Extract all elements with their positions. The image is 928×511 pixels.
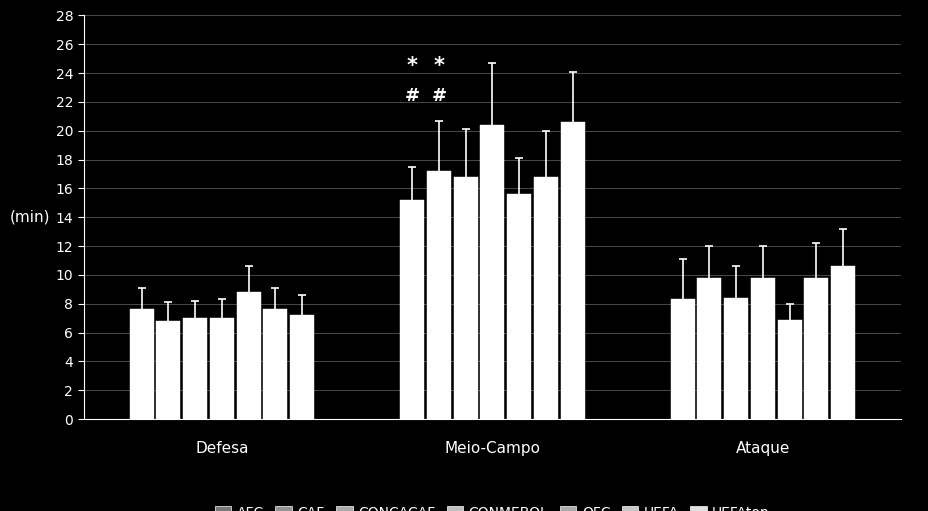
Text: Ataque: Ataque — [735, 440, 789, 456]
Bar — [560, 122, 584, 419]
Bar — [804, 278, 828, 419]
Bar — [670, 299, 694, 419]
Bar — [777, 319, 801, 419]
Bar — [697, 278, 721, 419]
Bar — [507, 194, 531, 419]
Y-axis label: (min): (min) — [10, 210, 51, 225]
Bar — [129, 310, 153, 419]
Bar — [210, 318, 234, 419]
Bar — [237, 292, 261, 419]
Bar — [453, 177, 477, 419]
Bar — [400, 200, 424, 419]
Bar — [183, 318, 207, 419]
Text: Meio-Campo: Meio-Campo — [444, 440, 540, 456]
Text: #: # — [431, 87, 446, 105]
Text: #: # — [404, 87, 419, 105]
Bar — [750, 278, 774, 419]
Bar — [723, 298, 747, 419]
Text: *: * — [406, 56, 418, 76]
Text: Defesa: Defesa — [195, 440, 249, 456]
Bar — [156, 321, 180, 419]
Bar — [480, 125, 504, 419]
Bar — [831, 266, 855, 419]
Bar — [534, 177, 558, 419]
Text: *: * — [432, 56, 444, 76]
Bar — [426, 171, 450, 419]
Bar — [290, 315, 314, 419]
Legend: AFC, CAF, CONCACAF, CONMEBOL, OFC, UEFA, UEFAtop: AFC, CAF, CONCACAF, CONMEBOL, OFC, UEFA,… — [209, 500, 775, 511]
Bar — [263, 310, 287, 419]
